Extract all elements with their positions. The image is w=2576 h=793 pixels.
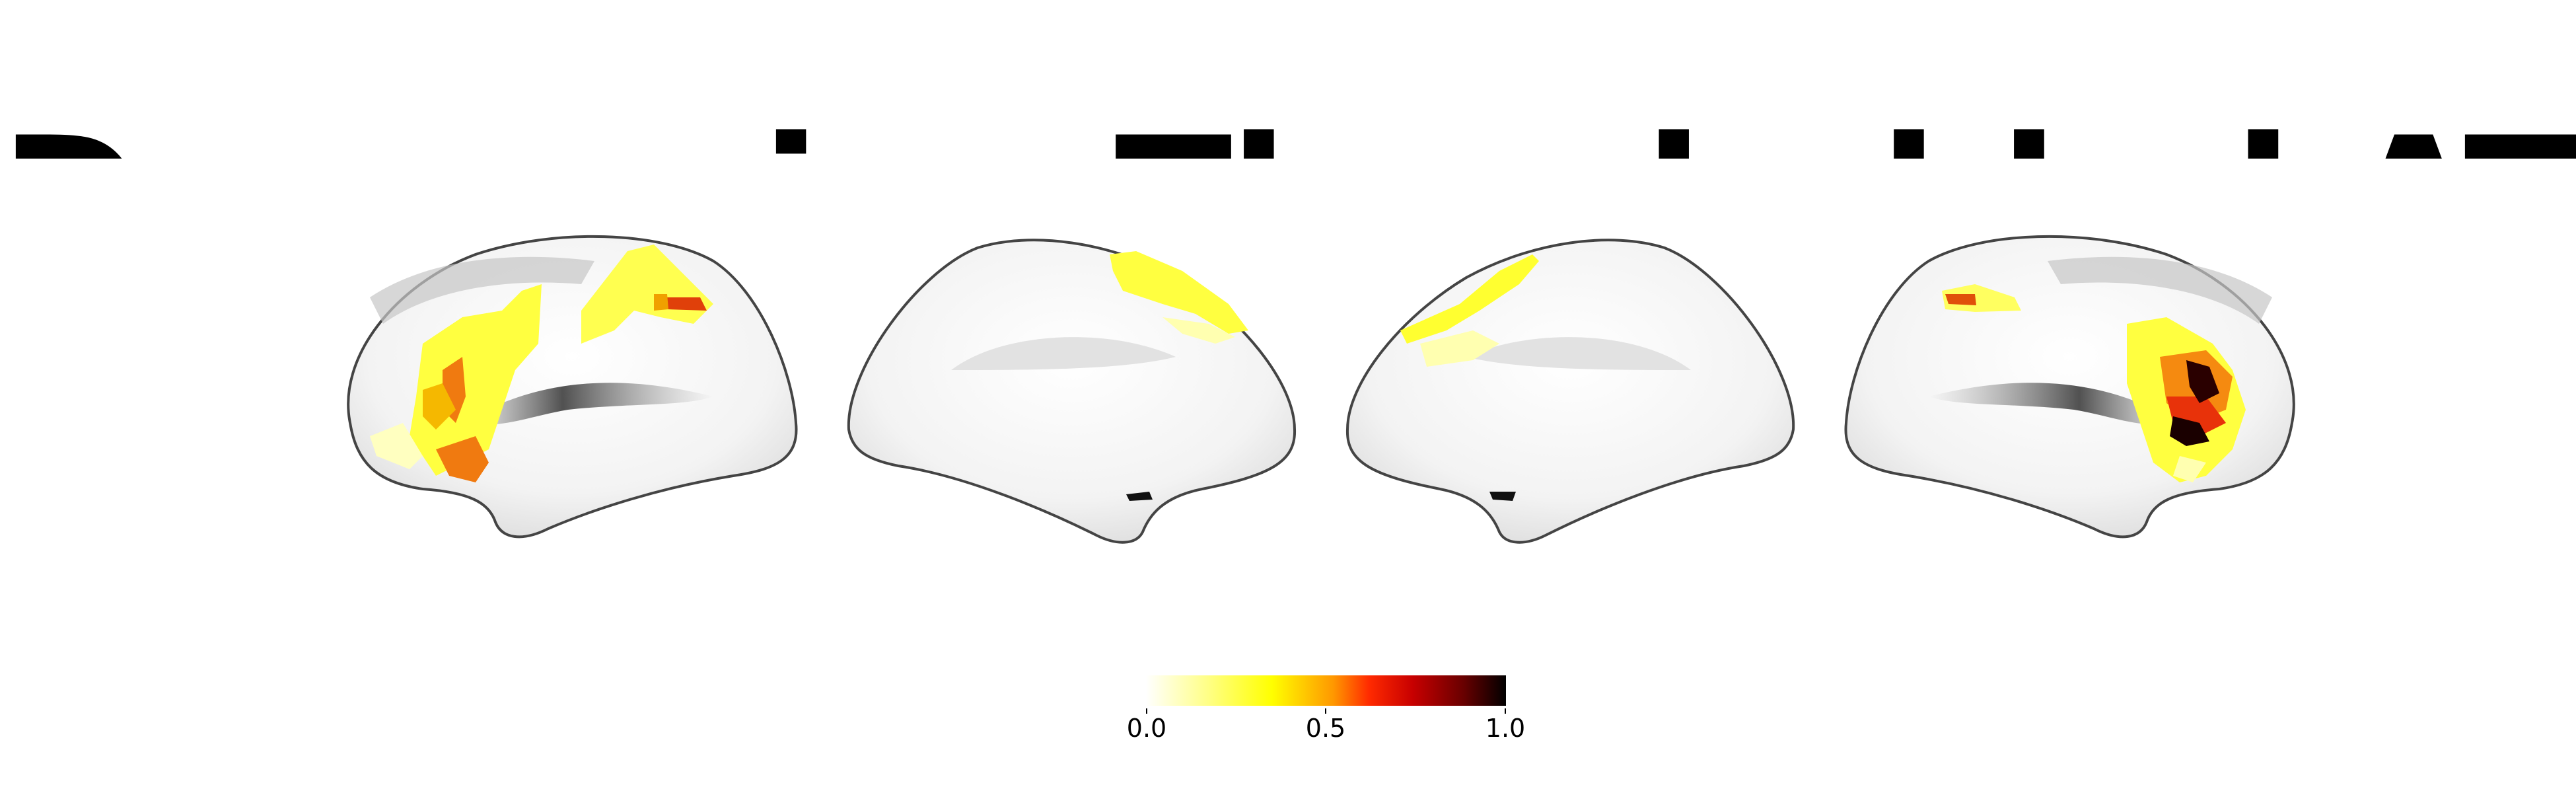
right-lateral-parietal-act: [1942, 284, 2021, 312]
title-clip: Decreasing Thresholded ATL: [0, 99, 2576, 159]
colorbar-tick: [1146, 708, 1147, 714]
right-lateral-frontal-dark2: [2170, 416, 2209, 446]
colorbar-tick: [1505, 708, 1506, 714]
right-lateral-shadow: [2048, 256, 2272, 324]
colorbar-tick-label-mid: 0.5: [1305, 714, 1346, 743]
right-medial-dark-spot: [1489, 492, 1516, 501]
right-lateral-frontal-dark1: [2186, 360, 2219, 403]
right-medial-pale: [1420, 330, 1499, 367]
left-lateral-parietal-orange: [654, 294, 668, 311]
left-lateral-parietal-act: [581, 245, 713, 344]
left-medial-view: [847, 239, 1297, 544]
right-lateral-frontal-pale: [2173, 456, 2206, 482]
left-lateral-parietal-red: [664, 297, 707, 311]
left-lateral-frontal-orange: [436, 357, 489, 482]
left-medial-callosal-shade: [951, 337, 1176, 370]
left-lateral-frontal-act: [410, 284, 542, 476]
left-medial-act: [1110, 251, 1248, 334]
left-medial-dark-spot: [1126, 492, 1153, 501]
right-lateral-parietal-red: [1945, 294, 1976, 305]
right-lateral-view: [1844, 235, 2295, 539]
right-sylvian-fissure: [1929, 383, 2180, 425]
right-medial-act: [1400, 254, 1539, 344]
figure-title: Decreasing Thresholded ATL: [0, 115, 2576, 159]
colorbar: [1146, 675, 1506, 706]
right-medial-view: [1345, 239, 1795, 544]
colorbar-tick-label-min: 0.0: [1126, 714, 1167, 743]
colorbar-tick: [1325, 708, 1326, 714]
left-lateral-frontal-pale: [370, 423, 423, 469]
left-lateral-frontal-gold: [423, 383, 456, 430]
left-lateral-view: [347, 235, 798, 539]
left-medial-pale: [1163, 317, 1235, 344]
right-medial-callosal-shade: [1466, 337, 1691, 370]
left-lateral-shadow: [370, 256, 594, 324]
right-medial-cortex: [1345, 239, 1795, 544]
colorbar-tick-label-max: 1.0: [1485, 714, 1526, 743]
left-sylvian-fissure: [462, 383, 713, 425]
left-medial-cortex: [847, 239, 1297, 544]
